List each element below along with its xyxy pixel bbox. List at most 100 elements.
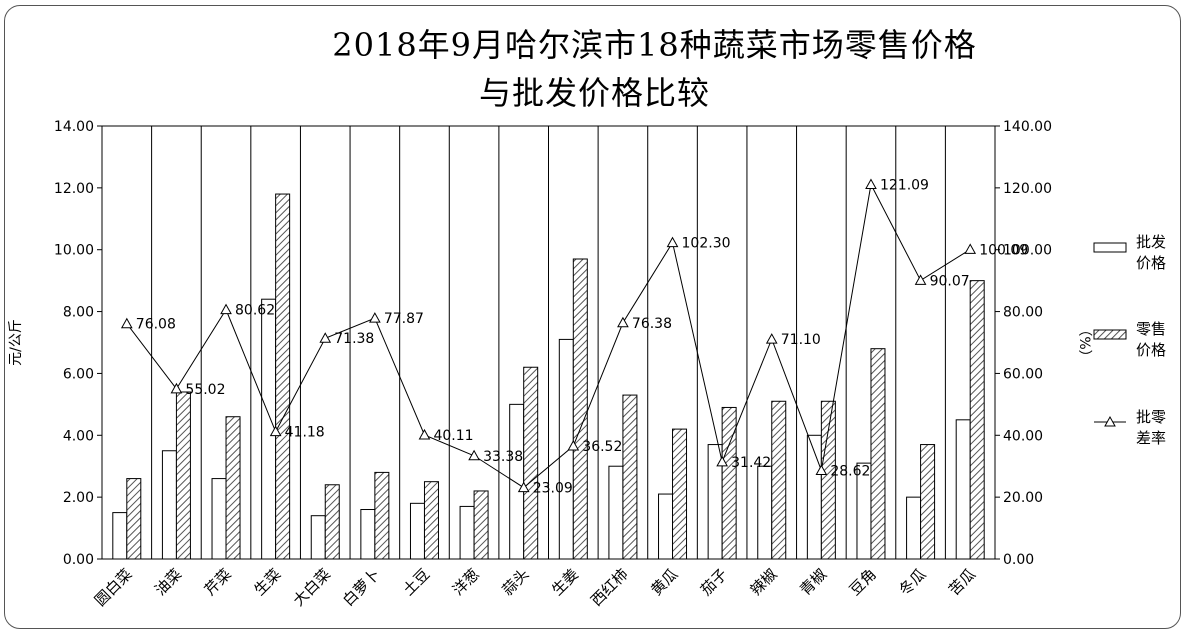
bar-wholesale-price — [360, 509, 376, 560]
markup-rate-data-label: 77.87 — [384, 311, 424, 327]
bar-wholesale-price — [261, 298, 277, 560]
markup-rate-data-label: 90.07 — [930, 273, 970, 289]
right-axis-tick-label: 20.00 — [1003, 490, 1043, 506]
category-label: 芹菜 — [201, 565, 235, 599]
markup-rate-data-label: 76.38 — [632, 316, 672, 332]
category-label: 黄瓜 — [647, 565, 681, 599]
category-label: 豆角 — [846, 565, 880, 599]
markup-rate-data-label: 71.38 — [334, 331, 374, 347]
left-axis-tick-label: 6.00 — [63, 366, 94, 382]
markup-rate-marker — [567, 440, 580, 451]
bar-retail-price — [622, 394, 638, 560]
bar-retail-price — [225, 416, 241, 560]
legend-swatch-retail — [1093, 329, 1127, 340]
left-axis-title: 元/公斤 — [8, 319, 24, 366]
right-axis-title: （%） — [1076, 322, 1092, 363]
markup-rate-marker — [220, 303, 232, 315]
category-label: 洋葱 — [449, 565, 483, 599]
markup-rate-marker — [815, 464, 828, 475]
markup-rate-marker — [617, 316, 629, 328]
bar-retail-price — [721, 406, 737, 560]
markup-rate-marker — [468, 449, 480, 461]
bar-retail-price — [870, 348, 886, 560]
markup-rate-marker — [369, 312, 381, 323]
bar-retail-price — [275, 193, 291, 560]
bar-wholesale-price — [757, 465, 773, 560]
bar-retail-price — [523, 366, 539, 560]
bar-retail-price — [572, 258, 588, 560]
bar-wholesale-price — [955, 419, 971, 560]
bar-retail-price — [771, 400, 787, 560]
bar-retail-price — [473, 490, 489, 560]
markup-rate-marker — [865, 178, 877, 189]
markup-rate-marker — [418, 428, 431, 440]
markup-rate-data-label: 28.62 — [830, 463, 870, 479]
category-label: 土豆 — [399, 565, 433, 599]
bar-retail-price — [175, 391, 191, 560]
bar-wholesale-price — [409, 502, 425, 560]
bar-wholesale-price — [310, 515, 326, 560]
markup-rate-data-label: 76.08 — [136, 317, 176, 333]
legend-swatch-wholesale — [1093, 242, 1127, 253]
left-axis-tick-label: 12.00 — [54, 181, 94, 197]
left-axis-tick-label: 8.00 — [63, 305, 94, 321]
bar-wholesale-price — [509, 403, 525, 560]
left-axis-tick-label: 4.00 — [63, 428, 94, 444]
category-label: 西红柿 — [587, 565, 632, 610]
markup-rate-marker — [269, 425, 282, 437]
markup-rate-data-label: 40.11 — [433, 428, 473, 444]
bar-retail-price — [969, 280, 985, 560]
category-label: 生菜 — [251, 565, 285, 599]
markup-rate-marker — [666, 236, 679, 248]
left-axis-tick-label: 14.00 — [54, 119, 94, 135]
markup-rate-line — [126, 182, 971, 489]
markup-rate-marker — [120, 317, 133, 329]
category-label: 茄子 — [697, 565, 731, 599]
markup-rate-data-label: 102.30 — [682, 236, 731, 252]
bar-wholesale-price — [211, 478, 227, 560]
markup-rate-marker — [517, 481, 530, 493]
bar-retail-price — [672, 428, 688, 560]
category-label: 蒜头 — [499, 565, 533, 599]
legend-label-line-1: 批发 — [1136, 233, 1166, 251]
bar-wholesale-price — [906, 496, 922, 560]
markup-rate-marker — [319, 332, 332, 343]
category-label: 苦瓜 — [945, 565, 979, 599]
chart-title-line-1: 2018年9月哈尔滨市18种蔬菜市场零售价格 — [332, 26, 977, 64]
right-axis-tick-label: 80.00 — [1003, 305, 1043, 321]
bar-retail-price — [324, 484, 340, 560]
left-axis-tick-label: 10.00 — [54, 243, 94, 259]
right-axis-tick-label: 0.00 — [1003, 552, 1034, 568]
bar-retail-price — [820, 400, 836, 560]
category-label: 油菜 — [151, 565, 185, 599]
category-label: 冬瓜 — [895, 565, 929, 599]
bar-retail-price — [126, 478, 142, 560]
right-axis-tick-label: 140.00 — [1003, 119, 1052, 135]
bar-wholesale-price — [459, 505, 475, 560]
legend-label-line-1: 零售 — [1136, 320, 1166, 338]
right-axis-tick-label: 60.00 — [1003, 366, 1043, 382]
legend-label-line-1: 批零 — [1136, 408, 1166, 426]
markup-rate-data-label: 31.42 — [731, 455, 771, 471]
markup-rate-marker — [914, 274, 927, 285]
bar-retail-price — [374, 471, 390, 560]
markup-rate-data-label: 71.10 — [781, 332, 821, 348]
legend-label-line-2: 价格 — [1136, 341, 1166, 359]
markup-rate-marker — [170, 382, 183, 394]
bar-retail-price — [423, 481, 439, 560]
chart-frame — [4, 5, 1181, 629]
category-label: 辣椒 — [747, 565, 781, 599]
markup-rate-marker — [716, 455, 728, 467]
markup-rate-data-label: 100.09 — [979, 242, 1028, 258]
markup-rate-data-label: 23.09 — [533, 481, 573, 497]
right-axis-tick-label: 120.00 — [1003, 181, 1052, 197]
legend-label-line-2: 价格 — [1136, 254, 1166, 272]
markup-rate-data-label: 80.62 — [235, 303, 275, 319]
bar-wholesale-price — [608, 465, 624, 560]
markup-rate-data-label: 121.09 — [880, 177, 929, 193]
bar-wholesale-price — [161, 450, 177, 560]
category-label: 生姜 — [548, 565, 582, 599]
right-axis-tick-label: 40.00 — [1003, 428, 1043, 444]
left-axis-tick-label: 2.00 — [63, 490, 94, 506]
